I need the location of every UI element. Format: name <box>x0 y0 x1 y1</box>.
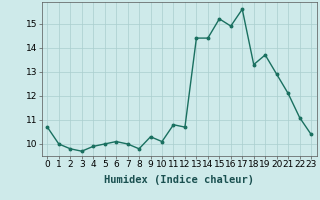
X-axis label: Humidex (Indice chaleur): Humidex (Indice chaleur) <box>104 175 254 185</box>
